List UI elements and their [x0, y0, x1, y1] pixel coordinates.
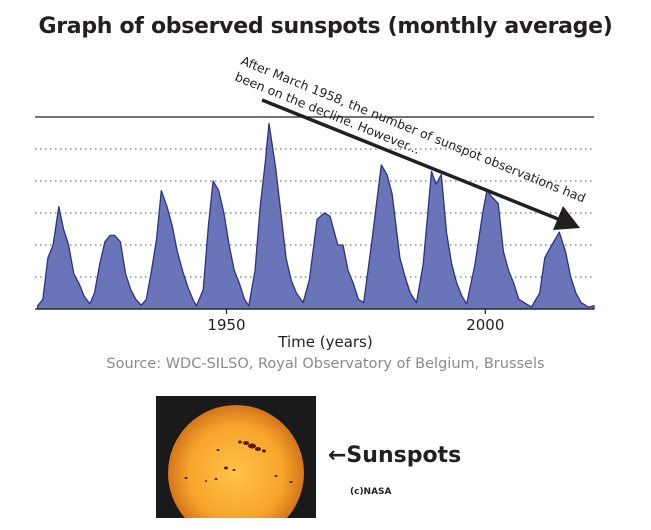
sun-photo [156, 396, 316, 518]
x-axis-label: Time (years) [278, 333, 373, 351]
sunspots-label: ←Sunspots [328, 443, 462, 468]
arrow-head-icon [553, 206, 580, 230]
annotation-line-1: After March 1958, the number of sunspot … [239, 53, 588, 206]
sunspot-area-series [36, 122, 595, 310]
chart-plot: 1950 2000 After March 1958, the number of… [35, 53, 595, 334]
sun-disk [168, 405, 304, 518]
chart-title: Graph of observed sunspots (monthly aver… [38, 14, 613, 39]
decline-arrow [261, 98, 559, 221]
sunspot-marks [184, 440, 293, 483]
x-axis-ticks: 1950 2000 [207, 309, 504, 334]
photo-credit: (c)NASA [350, 487, 392, 497]
x-tick-label: 2000 [466, 316, 504, 334]
x-tick-label: 1950 [207, 316, 245, 334]
source-text: Source: WDC-SILSO, Royal Observatory of … [106, 356, 545, 372]
